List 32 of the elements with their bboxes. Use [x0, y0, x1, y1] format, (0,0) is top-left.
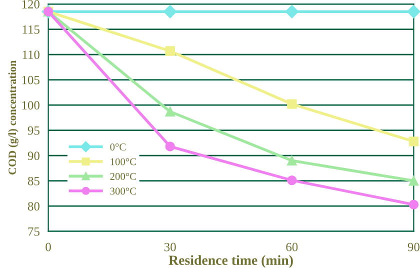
y-tick-label: 100	[22, 101, 40, 110]
legend-label: 300°C	[110, 188, 136, 195]
y-tick-label: 95	[28, 126, 40, 135]
point	[287, 156, 297, 166]
point	[408, 136, 419, 146]
legend-label: 0°C	[110, 143, 126, 150]
point	[164, 5, 177, 18]
y-tick-label: 75	[28, 227, 40, 236]
point	[408, 200, 419, 210]
point	[285, 5, 298, 18]
point	[165, 106, 175, 116]
x-axis-title: Residence time (min)	[168, 255, 293, 268]
point	[165, 142, 175, 152]
point	[287, 175, 297, 186]
y-tick-label: 85	[28, 176, 40, 186]
y-tick-label: 120	[22, 0, 40, 8]
x-tick-label: 30	[164, 242, 176, 252]
y-tick-label: 115	[22, 25, 40, 34]
point	[407, 5, 420, 18]
y-tick-label: 90	[28, 152, 40, 160]
y-tick-label: 105	[22, 76, 40, 84]
point	[408, 176, 419, 186]
point	[165, 46, 175, 56]
y-tick-label: 110	[22, 50, 40, 60]
legend-label: 100°C	[110, 158, 136, 166]
point	[287, 99, 297, 109]
x-tick-label: 90	[408, 242, 420, 252]
legend-label: 200°C	[110, 172, 136, 180]
y-tick-label: 80	[28, 202, 40, 211]
y-axis-title: COD (g/l) concentration	[8, 60, 18, 175]
x-tick-label: 0	[46, 242, 51, 252]
x-tick-label: 60	[286, 242, 298, 252]
